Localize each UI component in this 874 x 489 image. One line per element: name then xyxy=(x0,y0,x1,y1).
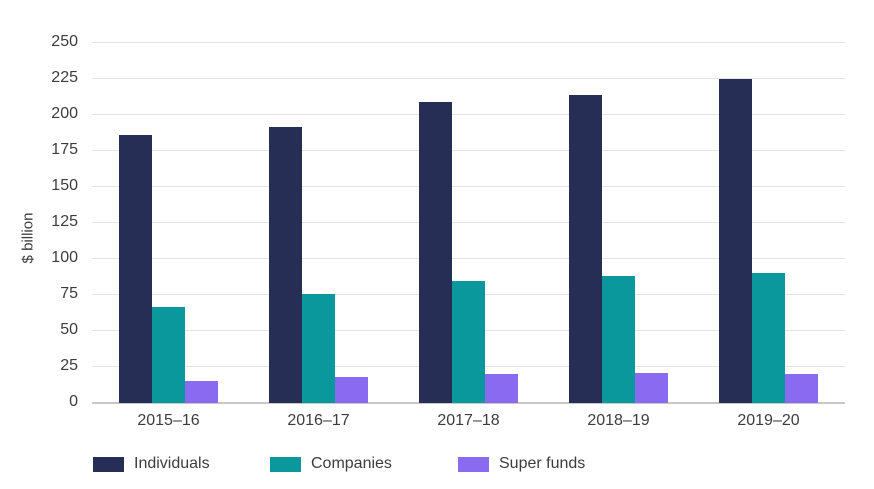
gridline-150 xyxy=(92,186,845,187)
bar-super-funds-2017–18 xyxy=(485,374,518,403)
legend-item-companies: Companies xyxy=(270,455,392,472)
bar-companies-2019–20 xyxy=(752,273,785,403)
legend-swatch-super-funds xyxy=(458,456,489,472)
y-tick-label-50: 50 xyxy=(60,321,78,338)
legend-label-individuals: Individuals xyxy=(134,455,210,472)
x-axis-label-2015–16: 2015–16 xyxy=(137,412,200,429)
legend-swatch-individuals xyxy=(93,456,124,472)
x-axis-label-2019–20: 2019–20 xyxy=(737,412,800,429)
bar-individuals-2015–16 xyxy=(119,135,152,403)
x-axis-label-2016–17: 2016–17 xyxy=(287,412,350,429)
gridline-125 xyxy=(92,222,845,223)
bar-companies-2015–16 xyxy=(152,307,185,403)
bar-companies-2016–17 xyxy=(302,294,335,403)
y-tick-label-225: 225 xyxy=(51,69,78,86)
bar-super-funds-2016–17 xyxy=(335,377,368,403)
x-axis-label-2018–19: 2018–19 xyxy=(587,412,650,429)
bar-super-funds-2018–19 xyxy=(635,373,668,403)
bar-individuals-2016–17 xyxy=(269,127,302,403)
legend-item-individuals: Individuals xyxy=(93,455,210,472)
legend-label-companies: Companies xyxy=(311,455,392,472)
y-tick-label-100: 100 xyxy=(51,249,78,266)
gridline-200 xyxy=(92,114,845,115)
bar-individuals-2018–19 xyxy=(569,95,602,403)
gridline-100 xyxy=(92,258,845,259)
y-tick-label-200: 200 xyxy=(51,105,78,122)
gridline-225 xyxy=(92,78,845,79)
y-tick-label-175: 175 xyxy=(51,141,78,158)
bar-companies-2018–19 xyxy=(602,276,635,403)
bar-super-funds-2019–20 xyxy=(785,374,818,403)
y-tick-label-0: 0 xyxy=(69,393,78,410)
y-tick-label-75: 75 xyxy=(60,285,78,302)
legend-item-super-funds: Super funds xyxy=(458,455,586,472)
gridline-250 xyxy=(92,42,845,43)
bar-individuals-2017–18 xyxy=(419,102,452,403)
legend-label-super-funds: Super funds xyxy=(499,455,586,472)
bar-super-funds-2015–16 xyxy=(185,381,218,403)
y-tick-label-150: 150 xyxy=(51,177,78,194)
y-tick-label-250: 250 xyxy=(51,33,78,50)
bar-companies-2017–18 xyxy=(452,281,485,403)
plot-area xyxy=(92,42,845,404)
bar-individuals-2019–20 xyxy=(719,79,752,403)
legend-swatch-companies xyxy=(270,456,301,472)
x-axis-label-2017–18: 2017–18 xyxy=(437,412,500,429)
y-tick-label-125: 125 xyxy=(51,213,78,230)
gridline-175 xyxy=(92,150,845,151)
y-tick-label-25: 25 xyxy=(60,357,78,374)
